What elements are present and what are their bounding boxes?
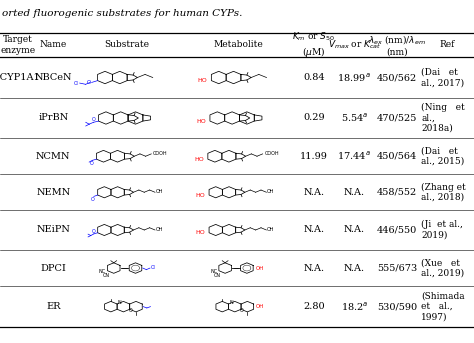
Text: iPrBN: iPrBN <box>38 114 68 122</box>
Text: Cl: Cl <box>151 265 155 270</box>
Text: 2.80: 2.80 <box>303 302 325 311</box>
Text: OH: OH <box>267 189 274 194</box>
Text: $\lambda_{ex}$ (nm)/$\lambda_{em}$
(nm): $\lambda_{ex}$ (nm)/$\lambda_{em}$ (nm) <box>368 33 426 57</box>
Text: (Dai   et
al., 2017): (Dai et al., 2017) <box>421 68 465 87</box>
Text: O: O <box>90 161 93 166</box>
Text: 17.44$^a$: 17.44$^a$ <box>337 150 371 163</box>
Text: (Shimada
et   al.,
1997): (Shimada et al., 1997) <box>421 292 465 321</box>
Text: (Ji  et al.,
2019): (Ji et al., 2019) <box>421 220 463 240</box>
Text: $V_{max}$ or $K_{cat}$: $V_{max}$ or $K_{cat}$ <box>328 39 381 51</box>
Text: 446/550: 446/550 <box>377 225 417 235</box>
Text: Cl: Cl <box>74 81 79 85</box>
Text: 530/590: 530/590 <box>377 302 417 311</box>
Text: Metabolite: Metabolite <box>213 40 263 49</box>
Text: COOH: COOH <box>264 151 279 156</box>
Text: NBCeN: NBCeN <box>35 73 72 82</box>
Text: $K_m$ or $S_{50}$
($\mu$M): $K_m$ or $S_{50}$ ($\mu$M) <box>292 31 336 59</box>
Text: Target
enzyme: Target enzyme <box>0 35 36 55</box>
Text: N.A.: N.A. <box>344 188 365 197</box>
Text: 11.99: 11.99 <box>300 152 328 161</box>
Text: Ref: Ref <box>439 40 455 49</box>
Text: N: N <box>118 300 121 305</box>
Text: N.A.: N.A. <box>303 263 325 273</box>
Text: N.A.: N.A. <box>344 225 365 235</box>
Text: 450/562: 450/562 <box>377 73 417 82</box>
Text: O: O <box>129 308 133 313</box>
Text: HO: HO <box>195 230 205 235</box>
Text: Substrate: Substrate <box>104 40 149 49</box>
Text: O: O <box>87 80 91 85</box>
Text: 470/525: 470/525 <box>377 114 417 122</box>
Text: Name: Name <box>40 40 67 49</box>
Text: HO: HO <box>195 192 205 198</box>
Text: O: O <box>92 229 96 234</box>
Text: OH: OH <box>156 227 163 232</box>
Text: DPCI: DPCI <box>40 263 66 273</box>
Text: NC: NC <box>99 269 106 274</box>
Text: (Xue   et
al., 2019): (Xue et al., 2019) <box>421 258 465 278</box>
Text: 0.29: 0.29 <box>303 114 325 122</box>
Text: N.A.: N.A. <box>344 263 365 273</box>
Text: N.A.: N.A. <box>303 225 325 235</box>
Text: (Ning   et
al.,
2018a): (Ning et al., 2018a) <box>421 103 465 133</box>
Text: HO: HO <box>197 119 207 123</box>
Text: orted fluorogenic substrates for human CYPs.: orted fluorogenic substrates for human C… <box>2 9 243 17</box>
Text: 450/564: 450/564 <box>377 152 417 161</box>
Text: NCMN: NCMN <box>36 152 71 161</box>
Text: 458/552: 458/552 <box>377 188 417 197</box>
Text: OH: OH <box>255 265 264 271</box>
Text: 555/673: 555/673 <box>377 263 417 273</box>
Text: O: O <box>91 117 95 122</box>
Text: 0.84: 0.84 <box>303 73 325 82</box>
Text: 18.99$^a$: 18.99$^a$ <box>337 71 371 84</box>
Text: OH: OH <box>256 304 264 309</box>
Text: HO: HO <box>194 157 204 162</box>
Text: 5.54$^a$: 5.54$^a$ <box>340 112 368 124</box>
Text: NC: NC <box>210 269 218 274</box>
Text: CN: CN <box>102 273 109 277</box>
Text: (Dai   et
al., 2015): (Dai et al., 2015) <box>421 146 465 166</box>
Text: O: O <box>240 308 244 313</box>
Text: ER: ER <box>46 302 61 311</box>
Text: OH: OH <box>267 227 274 232</box>
Text: OH: OH <box>156 189 163 194</box>
Text: N: N <box>229 300 233 305</box>
Text: rCYP1A1: rCYP1A1 <box>0 73 40 82</box>
Text: O: O <box>91 197 95 202</box>
Text: HO: HO <box>197 78 207 83</box>
Text: NEMN: NEMN <box>36 188 71 197</box>
Text: CN: CN <box>214 273 221 277</box>
Text: COOH: COOH <box>153 151 167 156</box>
Text: 18.2$^a$: 18.2$^a$ <box>341 300 368 313</box>
Text: NEiPN: NEiPN <box>36 225 70 235</box>
Text: N.A.: N.A. <box>303 188 325 197</box>
Text: (Zhang et
al., 2018): (Zhang et al., 2018) <box>421 182 466 202</box>
